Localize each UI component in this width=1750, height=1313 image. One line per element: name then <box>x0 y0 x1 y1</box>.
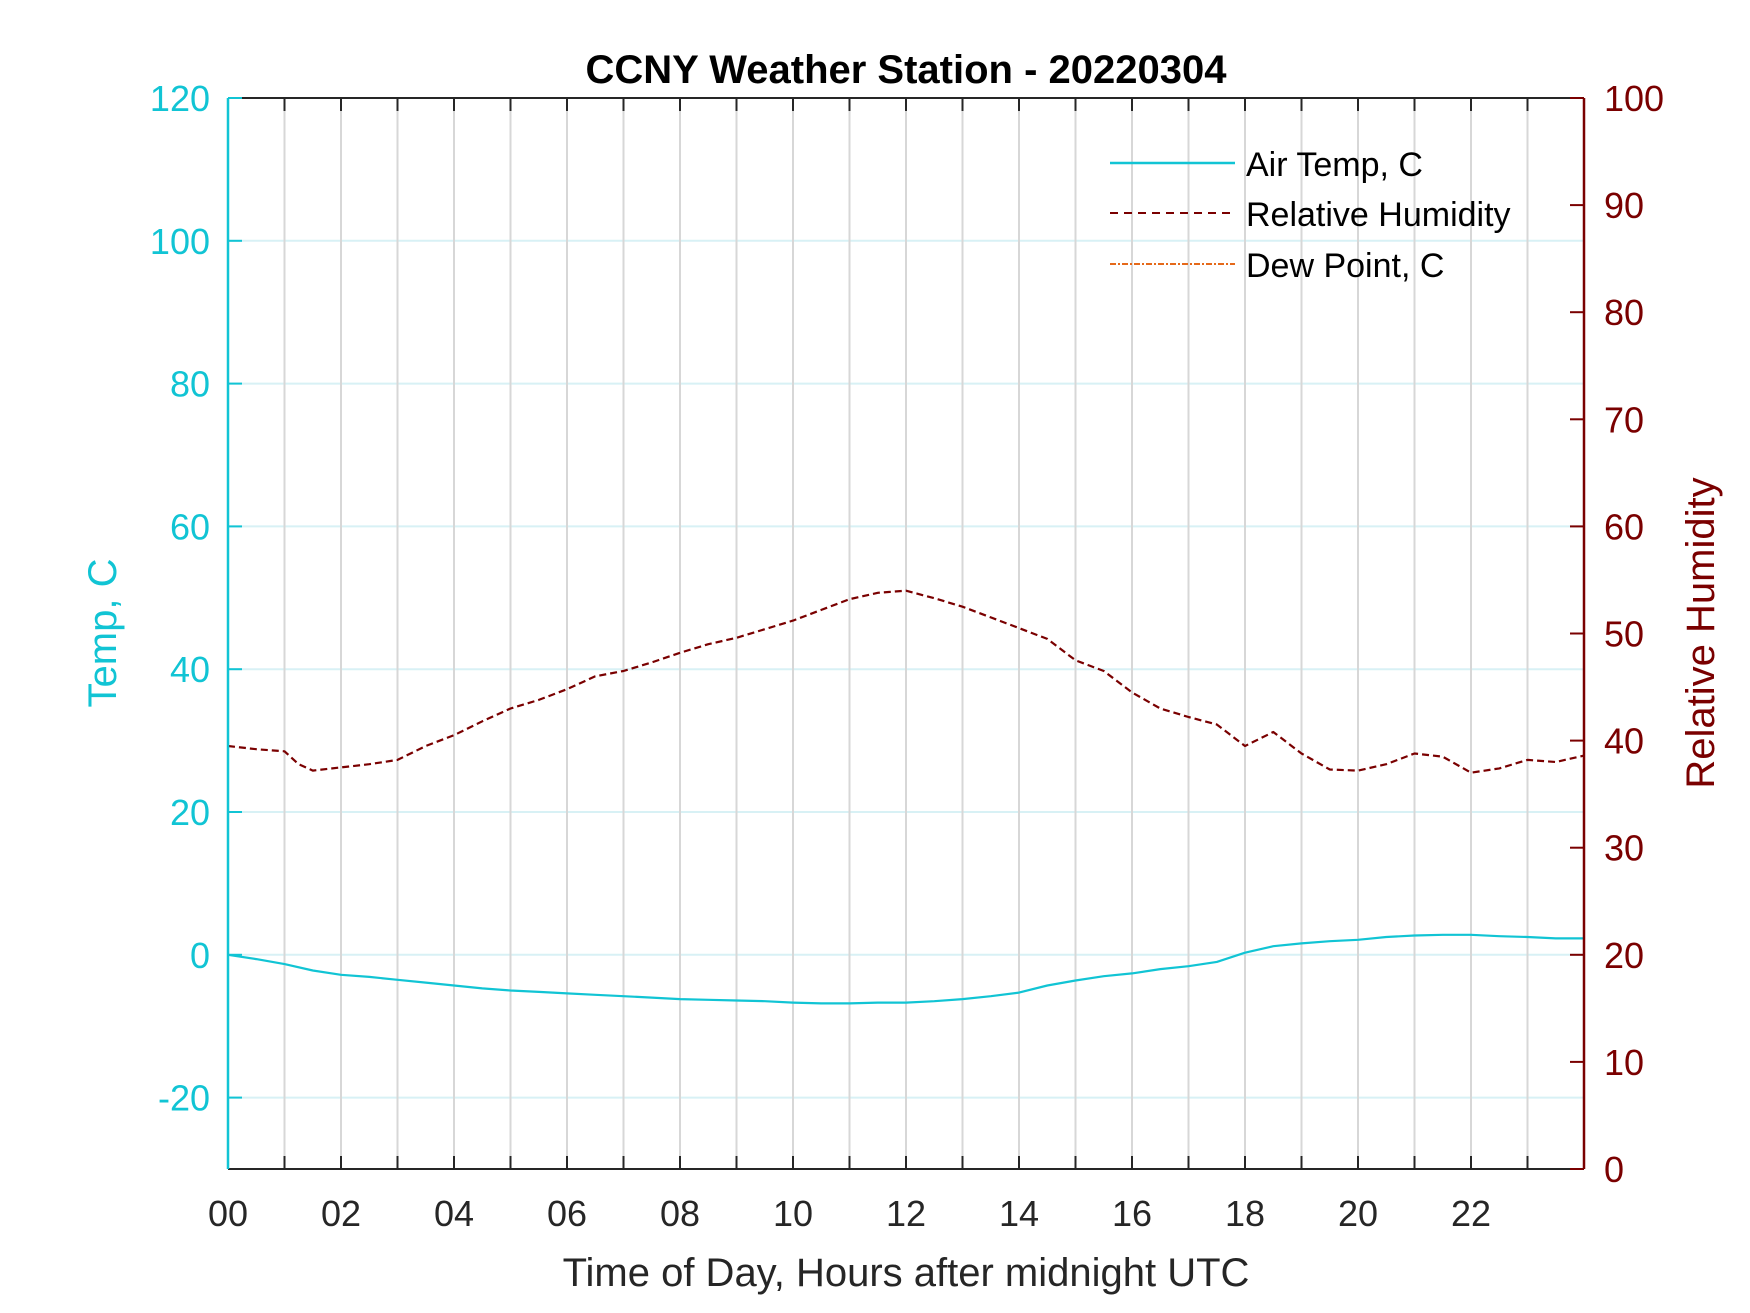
left-y-tick-label: 60 <box>170 506 210 547</box>
right-y-tick-label: 40 <box>1604 721 1644 762</box>
legend: Air Temp, C Relative Humidity Dew Point,… <box>1110 146 1511 285</box>
left-y-tick-label: 100 <box>150 221 210 262</box>
relative-humidity-line <box>227 589 1585 774</box>
x-tick-label: 00 <box>208 1193 248 1234</box>
right-y-tick-label: 100 <box>1604 78 1664 119</box>
chart-title: CCNY Weather Station - 20220304 <box>586 48 1228 92</box>
x-tick-label: 12 <box>886 1193 926 1234</box>
x-tick-label: 20 <box>1338 1193 1378 1234</box>
right-y-axis-label: Relative Humidity <box>1679 477 1723 788</box>
air-temp-line <box>227 933 1584 1005</box>
x-tick-label: 10 <box>773 1193 813 1234</box>
x-tick-label: 16 <box>1112 1193 1152 1234</box>
ticks-layer: 00 02 04 06 08 10 12 14 16 18 20 22-200204060801001… <box>150 78 1664 1234</box>
right-y-tick-label: 30 <box>1604 828 1644 869</box>
series-layer <box>227 589 1585 1005</box>
left-y-tick-label: 20 <box>170 792 210 833</box>
x-tick-label: 04 <box>434 1193 474 1234</box>
right-y-tick-label: 10 <box>1604 1042 1644 1083</box>
legend-label-dew-point: Dew Point, C <box>1246 247 1444 285</box>
x-tick-label: 22 <box>1451 1193 1491 1234</box>
legend-label-air-temp: Air Temp, C <box>1246 146 1423 184</box>
x-tick-label: 02 <box>321 1193 361 1234</box>
left-y-tick-label: -20 <box>158 1078 210 1119</box>
left-y-tick-label: 0 <box>190 935 210 976</box>
x-tick-label: 14 <box>999 1193 1039 1234</box>
right-y-tick-label: 50 <box>1604 614 1644 655</box>
right-y-tick-label: 70 <box>1604 399 1644 440</box>
right-y-tick-label: 60 <box>1604 506 1644 547</box>
left-y-tick-label: 40 <box>170 649 210 690</box>
right-y-tick-label: 20 <box>1604 935 1644 976</box>
x-tick-label: 18 <box>1225 1193 1265 1234</box>
left-y-tick-label: 80 <box>170 364 210 405</box>
x-tick-label: 06 <box>547 1193 587 1234</box>
right-y-tick-label: 80 <box>1604 292 1644 333</box>
legend-label-relative-humidity: Relative Humidity <box>1246 196 1511 234</box>
right-y-tick-label: 0 <box>1604 1149 1624 1190</box>
right-y-tick-label: 90 <box>1604 185 1644 226</box>
left-y-tick-label: 120 <box>150 78 210 119</box>
left-y-axis-label: Temp, C <box>81 559 125 708</box>
x-axis-label: Time of Day, Hours after midnight UTC <box>563 1251 1250 1295</box>
x-tick-label: 08 <box>660 1193 700 1234</box>
